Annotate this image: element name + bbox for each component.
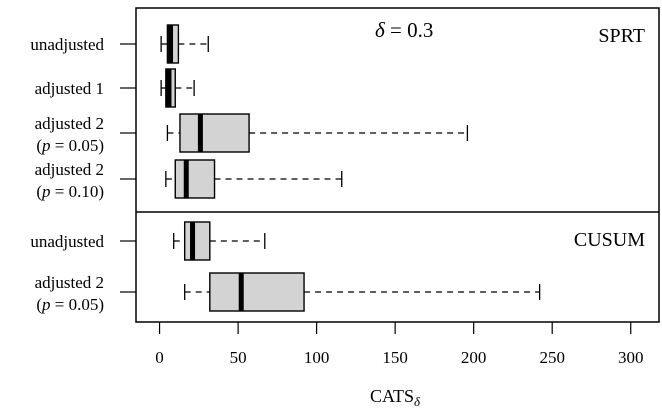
panel-label-sprt: SPRT: [598, 25, 645, 47]
panel-1-row-1-box: [209, 272, 305, 312]
x-tick-label-100: 100: [304, 348, 330, 367]
x-tick-label-200: 200: [461, 348, 487, 367]
panel-0-row-0-label: unadjusted: [30, 35, 104, 54]
panel-0-row-2-label-line1: adjusted 2: [35, 114, 104, 133]
delta-annotation: δ = 0.3: [375, 18, 433, 42]
panel-1-row-1-label-line2: (p = 0.05): [36, 295, 104, 314]
x-tick-label-50: 50: [230, 348, 247, 367]
panel-0-row-2-label-line2: (p = 0.05): [36, 136, 104, 155]
panel-0-row-1-label: adjusted 1: [35, 79, 104, 98]
x-axis-label: CATSδ: [370, 386, 421, 409]
x-tick-label-150: 150: [382, 348, 408, 367]
panel-1-row-0-label: unadjusted: [30, 232, 104, 251]
panel-label-cusum: CUSUM: [574, 229, 645, 251]
panel-1-row-0-box: [183, 221, 211, 261]
panel-1-row-1-label-line1: adjusted 2: [35, 273, 104, 292]
chart-marks: SPRT unadjusted adjusted 1 adjusted 2 (p = 0…: [30, 7, 660, 409]
panel-0-row-3-box: [174, 159, 216, 199]
plot-frame: [135, 7, 660, 323]
panel-0-row-3-label-line1: adjusted 2: [35, 160, 104, 179]
x-tick-label-0: 0: [155, 348, 164, 367]
panel-0-row-2-box: [179, 113, 250, 153]
x-tick-label-250: 250: [539, 348, 565, 367]
panel-0-row-3-label-line2: (p = 0.10): [36, 182, 104, 201]
x-tick-label-300: 300: [618, 348, 644, 367]
